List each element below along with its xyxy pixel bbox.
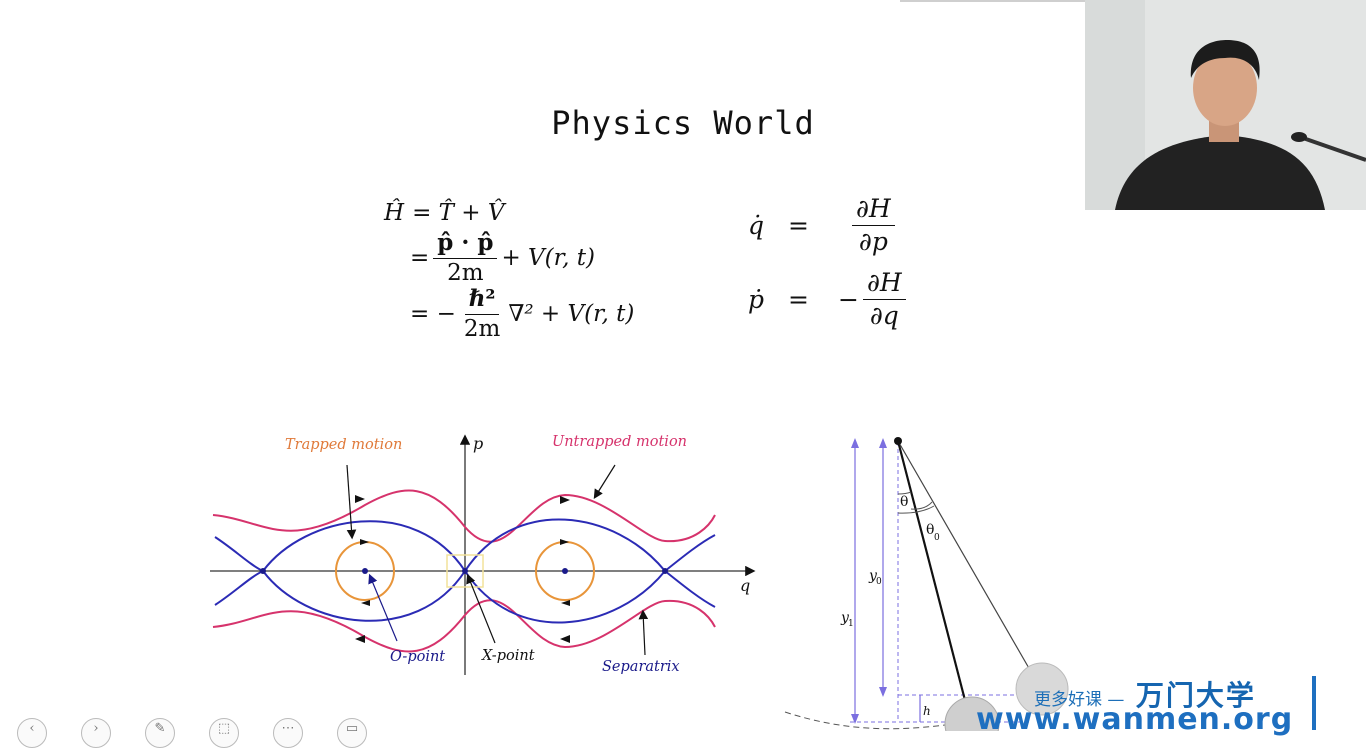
hamiltonian-lhs: Ĥ xyxy=(384,200,404,226)
label-h: h xyxy=(923,704,931,718)
label-separatrix: Separatrix xyxy=(602,659,680,675)
phase-space-diagram: Trapped motion Untrapped motion p q O-po… xyxy=(205,425,765,680)
orbit-arrow xyxy=(355,495,365,503)
pdot-equals: = xyxy=(788,285,838,314)
qdot-symbol: q̇ xyxy=(748,211,788,240)
hamiltonian-line3-eq: = − xyxy=(410,301,456,327)
pendulum-string-max xyxy=(898,441,1030,670)
watermark-divider xyxy=(1312,676,1316,730)
screen-icon[interactable]: ⬚ xyxy=(209,718,239,748)
label-o-point: O-point xyxy=(390,649,445,665)
dh-dq-numerator: ∂H xyxy=(863,269,906,300)
pdot-symbol: ṗ xyxy=(748,285,788,314)
slideshow-toolbar: ‹ › ✎ ⬚ ⋯ ▭ xyxy=(0,712,400,731)
kinetic-numerator: p̂ · p̂ xyxy=(433,230,497,258)
dh-dq-fraction: ∂H ∂q xyxy=(863,269,906,329)
orbit-arrow xyxy=(560,635,570,643)
pivot-point xyxy=(894,437,902,445)
wanmen-watermark: 更多好课 — 万门大学 www.wanmen.org xyxy=(1020,668,1320,731)
hamilton-equations: q̇ = ∂H ∂p ṗ = − ∂H ∂q xyxy=(748,188,910,336)
hbar-fraction: ℏ² 2m xyxy=(460,286,504,342)
label-y1-sub: 1 xyxy=(848,619,854,629)
dh-dq-denominator: ∂q xyxy=(866,300,903,330)
more-icon[interactable]: ⋯ xyxy=(273,718,303,748)
label-theta: θ xyxy=(900,494,908,510)
orbit-arrow xyxy=(355,635,365,643)
xpoint-callout xyxy=(468,576,495,643)
qdot-equals: = xyxy=(788,211,848,240)
label-y0-sub: 0 xyxy=(876,577,882,587)
dh-dp-fraction: ∂H ∂p xyxy=(852,195,895,255)
x-point-marker xyxy=(662,568,668,574)
presenter-video xyxy=(1085,0,1366,210)
dimension-arrowhead xyxy=(879,438,887,448)
pen-icon[interactable]: ✎ xyxy=(145,718,175,748)
orbit-arrow xyxy=(560,496,570,504)
kinetic-denominator: 2m xyxy=(443,259,487,286)
watermark-url: www.wanmen.org xyxy=(976,702,1293,737)
orbit-arrow xyxy=(560,539,569,545)
untrapped-orbit-upper xyxy=(213,491,715,542)
separatrix-callout xyxy=(643,612,645,655)
pendulum-string xyxy=(898,441,967,708)
hamiltonian-line2-tail: + V(r, t) xyxy=(501,245,594,271)
untrapped-orbit-lower xyxy=(213,600,715,651)
hamiltonian-line1-rhs: = T̂ + V̂ xyxy=(412,200,504,226)
x-point-marker xyxy=(462,568,468,574)
label-trapped-motion: Trapped motion xyxy=(285,437,402,453)
label-theta0-sub: 0 xyxy=(934,533,940,543)
swing-arc xyxy=(785,712,945,729)
opoint-callout xyxy=(370,576,397,641)
x-point-marker xyxy=(260,568,266,574)
webcam-overlay xyxy=(1085,0,1366,210)
forward-icon[interactable]: › xyxy=(81,718,111,748)
back-icon[interactable]: ‹ xyxy=(17,718,47,748)
pdot-minus: − xyxy=(838,285,859,314)
label-axis-q: q xyxy=(740,576,750,595)
slides-icon[interactable]: ▭ xyxy=(337,718,367,748)
dimension-arrowhead xyxy=(879,687,887,697)
label-axis-p: p xyxy=(473,434,483,453)
o-point-marker xyxy=(562,568,568,574)
label-untrapped-motion: Untrapped motion xyxy=(552,434,687,450)
hbar-denominator: 2m xyxy=(460,315,504,342)
trapped-callout xyxy=(347,465,352,537)
label-x-point: X-point xyxy=(481,648,535,664)
hamiltonian-line2-eq: = xyxy=(410,245,429,271)
dh-dp-denominator: ∂p xyxy=(855,226,892,256)
orbit-arrow xyxy=(360,539,369,545)
kinetic-fraction: p̂ · p̂ 2m xyxy=(433,230,497,286)
dimension-arrowhead xyxy=(851,438,859,448)
hbar-numerator: ℏ² xyxy=(465,286,500,314)
o-point-marker xyxy=(362,568,368,574)
hamiltonian-equation: Ĥ = T̂ + V̂ = p̂ · p̂ 2m + V(r, t) = − ℏ… xyxy=(384,196,634,342)
dh-dp-numerator: ∂H xyxy=(852,195,895,226)
hamiltonian-line3-tail: ∇² + V(r, t) xyxy=(508,301,634,327)
untrapped-callout xyxy=(595,465,615,497)
